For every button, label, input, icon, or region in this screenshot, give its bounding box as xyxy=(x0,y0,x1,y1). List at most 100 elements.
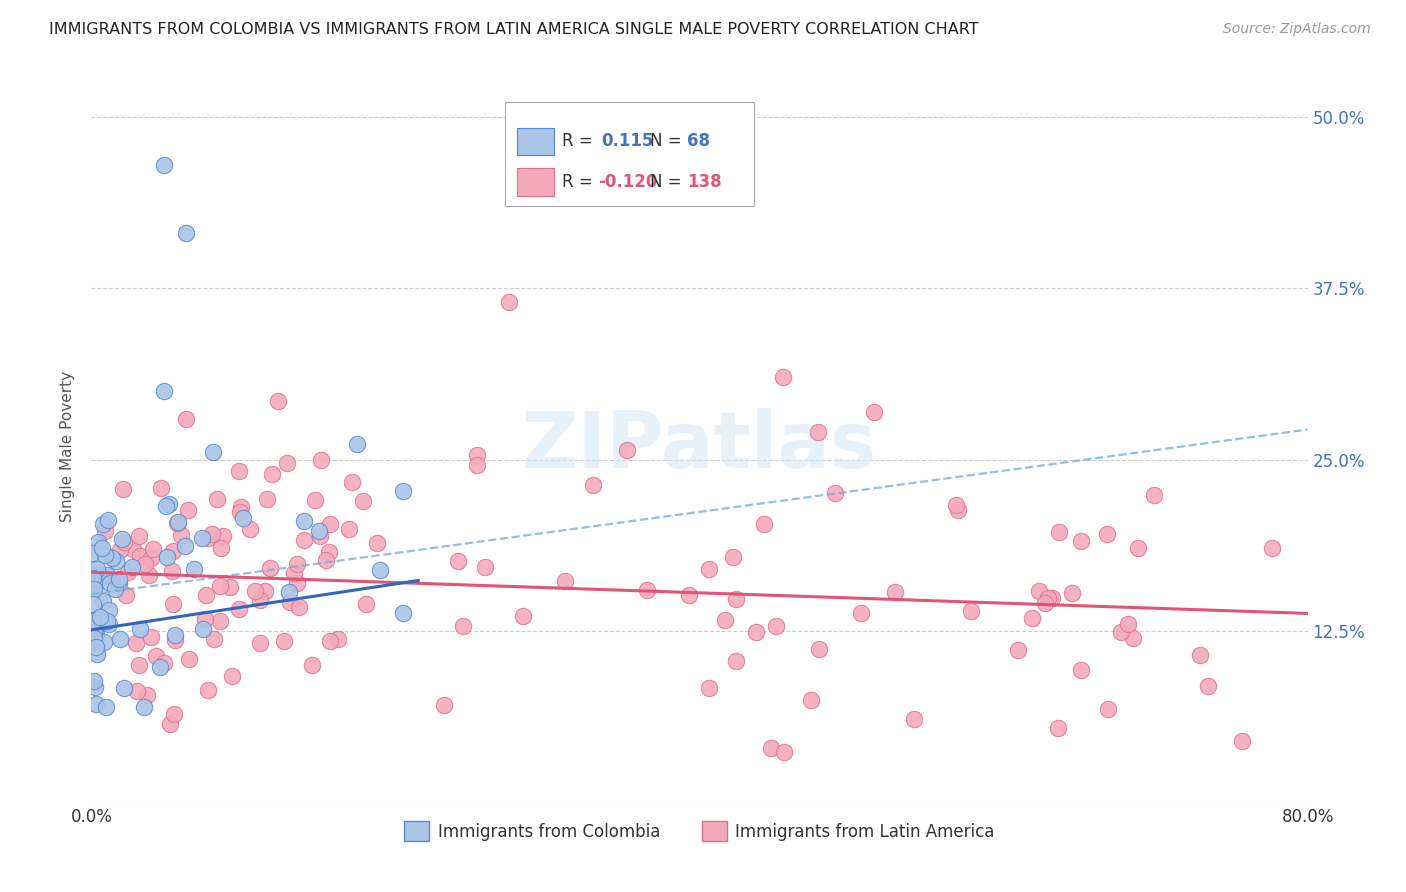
Point xyxy=(149,660,172,674)
Point xyxy=(128,529,150,543)
Point xyxy=(197,531,219,545)
Point xyxy=(83,612,105,626)
Point xyxy=(308,524,330,538)
Point xyxy=(253,584,276,599)
Point xyxy=(82,546,104,560)
Point xyxy=(93,524,115,538)
Point xyxy=(177,502,200,516)
Point xyxy=(193,622,215,636)
Point xyxy=(808,642,831,657)
Point xyxy=(202,632,225,647)
Point xyxy=(807,425,830,439)
Point xyxy=(153,158,176,172)
Point xyxy=(346,437,368,451)
Point xyxy=(98,616,121,631)
Point xyxy=(723,549,745,564)
Point xyxy=(765,618,787,632)
Point xyxy=(163,632,186,647)
Point xyxy=(745,625,768,640)
Point xyxy=(824,485,846,500)
Point xyxy=(863,405,886,419)
Text: ZIPatlas: ZIPatlas xyxy=(522,408,877,484)
Text: N =: N = xyxy=(650,132,682,150)
Point xyxy=(104,582,127,597)
Point xyxy=(117,565,139,579)
Point xyxy=(1021,610,1043,624)
Point xyxy=(451,619,474,633)
Point xyxy=(228,601,250,615)
Point xyxy=(191,531,214,545)
Point xyxy=(211,529,233,543)
Point xyxy=(1007,643,1029,657)
Point xyxy=(1260,541,1282,556)
Point xyxy=(108,543,131,558)
Point xyxy=(1116,616,1139,631)
Point xyxy=(243,583,266,598)
Point xyxy=(229,500,252,514)
Text: R =: R = xyxy=(562,132,593,150)
Point xyxy=(328,632,350,647)
Point xyxy=(157,497,180,511)
Point xyxy=(945,498,967,512)
Point xyxy=(82,614,104,628)
Point xyxy=(194,612,217,626)
Point xyxy=(84,640,107,655)
Point xyxy=(256,491,278,506)
Point xyxy=(582,478,605,492)
Point xyxy=(163,628,186,642)
Text: 0.115: 0.115 xyxy=(600,132,654,150)
Point xyxy=(309,529,332,543)
Point xyxy=(97,513,120,527)
Point xyxy=(714,613,737,627)
Point xyxy=(96,567,118,582)
Point xyxy=(205,491,228,506)
Point xyxy=(447,553,470,567)
Point xyxy=(636,582,658,597)
Point xyxy=(354,597,377,611)
Point xyxy=(1070,663,1092,677)
Point xyxy=(851,606,873,620)
Point xyxy=(100,551,122,566)
Point xyxy=(142,541,165,556)
Point xyxy=(138,567,160,582)
FancyBboxPatch shape xyxy=(505,102,754,205)
Point xyxy=(155,500,177,514)
Point xyxy=(93,548,115,562)
Point xyxy=(201,526,224,541)
Point xyxy=(232,511,254,525)
Point xyxy=(156,549,179,564)
Point xyxy=(342,475,364,489)
Point xyxy=(83,633,105,648)
Point xyxy=(159,716,181,731)
Point xyxy=(160,565,183,579)
Point xyxy=(195,588,218,602)
Point xyxy=(301,657,323,672)
Point xyxy=(84,697,107,711)
Legend: Immigrants from Colombia, Immigrants from Latin America: Immigrants from Colombia, Immigrants fro… xyxy=(398,814,1001,848)
Point xyxy=(97,602,120,616)
Point xyxy=(149,481,172,495)
Point xyxy=(174,411,197,425)
Point xyxy=(108,576,131,591)
FancyBboxPatch shape xyxy=(517,128,554,155)
Point xyxy=(197,683,219,698)
Point xyxy=(86,627,108,641)
Point xyxy=(249,636,271,650)
Point xyxy=(392,484,415,499)
Point xyxy=(94,700,117,714)
Point xyxy=(209,578,232,592)
Point xyxy=(759,741,782,756)
Point xyxy=(1047,525,1070,540)
Point xyxy=(90,541,112,555)
Point xyxy=(141,630,163,644)
Point xyxy=(170,528,193,542)
Point xyxy=(108,632,131,647)
Point xyxy=(1188,648,1211,662)
Point xyxy=(1070,533,1092,548)
Point xyxy=(259,561,281,575)
Point xyxy=(84,576,107,591)
Point xyxy=(724,591,747,606)
Point xyxy=(773,745,796,759)
Point xyxy=(115,589,138,603)
Point xyxy=(1060,586,1083,600)
